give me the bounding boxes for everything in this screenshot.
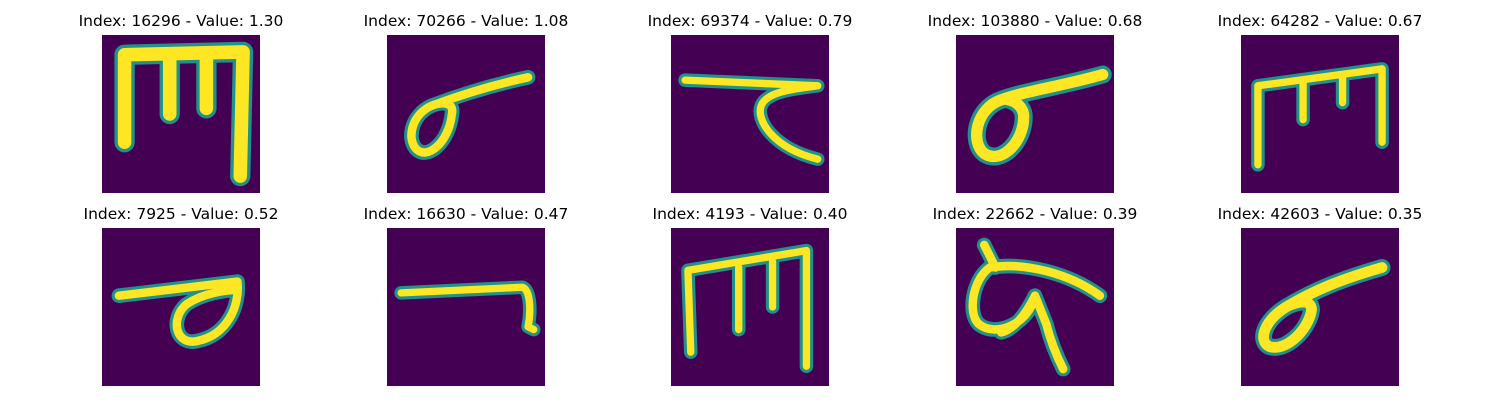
panel-title: Index: 70266 - Value: 1.08 [363,12,569,30]
panel-title: Index: 16630 - Value: 0.47 [363,205,569,223]
panel-title: Index: 103880 - Value: 0.68 [927,12,1143,30]
panel-title: Index: 64282 - Value: 0.67 [1217,12,1423,30]
glyph-stroke [1258,262,1388,353]
glyph-image [387,35,545,193]
panel-title: Index: 69374 - Value: 0.79 [647,12,853,30]
glyph-image [102,35,260,193]
panel-title: Index: 42603 - Value: 0.35 [1217,205,1423,223]
glyph-stroke [114,277,242,346]
panel-title: Index: 16296 - Value: 1.30 [78,12,284,30]
image-background [1241,35,1399,193]
glyph-stroke [681,76,822,163]
glyph-image [956,228,1114,386]
glyph-stroke [117,45,250,183]
glyph-image [1241,228,1399,386]
glyph-image [671,228,829,386]
glyph-stroke [971,68,1109,162]
glyph-stroke [684,246,811,370]
panel-title: Index: 22662 - Value: 0.39 [932,205,1138,223]
image-background [1241,228,1399,386]
image-background [387,228,545,386]
glyph-image [671,35,829,193]
panel-title: Index: 7925 - Value: 0.52 [83,205,279,223]
glyph-stroke [407,73,533,157]
image-background [671,35,829,193]
glyph-image [387,228,545,386]
glyph-stroke [1254,65,1386,169]
glyph-stroke [968,240,1105,374]
glyph-image [102,228,260,386]
glyph-image [956,35,1114,193]
glyph-stroke [397,283,538,334]
glyph-image [1241,35,1399,193]
panel-title: Index: 4193 - Value: 0.40 [652,205,848,223]
